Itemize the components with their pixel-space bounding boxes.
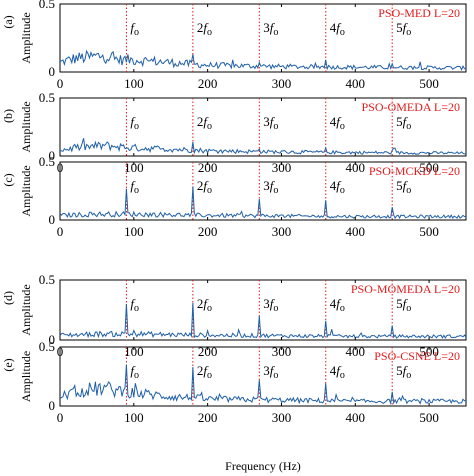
axes-frame <box>59 3 467 73</box>
x-tick-label: 400 <box>346 160 366 175</box>
x-tick-label: 500 <box>419 344 439 359</box>
harmonic-label: 2fo <box>197 114 212 132</box>
x-tick-label: 200 <box>198 410 218 425</box>
spectrum-line <box>59 138 467 155</box>
x-tick-label: 500 <box>419 224 439 239</box>
panel-letter: (e) <box>1 358 15 371</box>
panel-4: 0 100 200 300 400 50000.5Amplitude(d)PSO-MOME… <box>1 272 467 359</box>
harmonic-label: 3fo <box>263 296 278 314</box>
x-tick-label: 500 <box>419 160 439 175</box>
y-tick-label: 0.5 <box>39 339 55 354</box>
harmonic-label: fo <box>130 178 139 196</box>
harmonic-label: 4fo <box>330 296 345 314</box>
method-label: PSO-MOMEDA L=20 <box>351 282 460 296</box>
x-axis-label: Frequency (Hz) <box>225 459 301 473</box>
x-tick-label: 400 <box>346 76 366 91</box>
axes-frame <box>59 161 467 221</box>
y-axis-label: Amplitude <box>19 12 33 63</box>
x-tick-label: 400 <box>346 344 366 359</box>
method-label: PSO-MCKD L=20 <box>369 164 460 178</box>
harmonic-label: fo <box>130 114 139 132</box>
spectrum-line <box>59 186 467 220</box>
x-tick-label: 100 <box>124 224 144 239</box>
harmonic-label: 4fo <box>330 20 345 38</box>
method-label: PSO-OMEDA L=20 <box>362 100 460 114</box>
y-axis-label: Amplitude <box>19 165 33 216</box>
panel-letter: (c) <box>1 173 15 186</box>
y-axis-label: Amplitude <box>19 101 33 152</box>
y-axis-label: Amplitude <box>19 351 33 402</box>
x-tick-label: 300 <box>272 410 292 425</box>
y-tick-label: 0.5 <box>39 272 55 287</box>
x-tick-label: 200 <box>198 160 218 175</box>
harmonic-label: fo <box>130 20 139 38</box>
y-tick-label: 0 <box>49 332 56 347</box>
harmonic-label: 4fo <box>330 363 345 381</box>
y-tick-label: 0 <box>49 64 56 79</box>
axes-frame <box>59 97 467 157</box>
method-label: PSO-MED L=20 <box>378 6 460 20</box>
x-tick-label: 100 <box>124 344 144 359</box>
panel-5: 0 100 200 300 400 500 0 0.5 Amplitude (e) PSO-CSNE… <box>1 339 467 425</box>
axes-frame <box>59 279 467 341</box>
y-tick-label: 0 <box>49 148 56 163</box>
x-tick-label: 300 <box>272 224 292 239</box>
x-tick-label: 100 <box>124 410 144 425</box>
panel-letter: (d) <box>1 291 15 305</box>
harmonic-label: 5fo <box>396 363 411 381</box>
x-tick-label: 0 <box>57 76 64 91</box>
spectrum-line <box>59 49 467 71</box>
harmonic-label: 2fo <box>197 20 212 38</box>
harmonic-label: 5fo <box>396 178 411 196</box>
x-tick-label: 0 <box>57 224 64 239</box>
panel-letter: (b) <box>1 109 15 123</box>
x-tick-label: 200 <box>198 224 218 239</box>
spectrum-line <box>59 302 467 339</box>
x-tick-label: 400 <box>346 224 366 239</box>
harmonic-label: 3fo <box>263 178 278 196</box>
y-tick-label: 0 <box>49 398 56 413</box>
y-axis-label: Amplitude <box>19 284 33 335</box>
x-tick-label: 500 <box>419 76 439 91</box>
harmonic-label: 4fo <box>330 178 345 196</box>
harmonic-label: fo <box>130 296 139 314</box>
panel-1: 0 100 200 300 400 500 0 0.5 Amplitude (a) PSO-MED … <box>1 0 467 91</box>
harmonic-label: 5fo <box>396 20 411 38</box>
x-tick-label: 100 <box>124 76 144 91</box>
panel-2: 0 100 200 300 400 50000.5Amplitude(b)PSO-OMED… <box>1 90 467 175</box>
harmonic-label: 3fo <box>263 20 278 38</box>
harmonic-label: fo <box>130 363 139 381</box>
panel-letter: (a) <box>1 15 15 28</box>
harmonic-label: 3fo <box>263 363 278 381</box>
y-tick-label: 0.5 <box>39 154 55 169</box>
x-tick-label: 300 <box>272 344 292 359</box>
x-tick-label: 100 <box>124 160 144 175</box>
y-tick-label: 0.5 <box>39 90 55 105</box>
harmonic-label: 4fo <box>330 114 345 132</box>
method-label: PSO-CSNE L=20 <box>374 349 460 363</box>
x-tick-label: 200 <box>198 344 218 359</box>
harmonic-label: 2fo <box>197 363 212 381</box>
axes-frame <box>59 346 467 407</box>
x-tick-label: 400 <box>346 410 366 425</box>
harmonic-label: 2fo <box>197 296 212 314</box>
x-tick-label: 500 <box>419 410 439 425</box>
harmonic-label: 5fo <box>396 114 411 132</box>
panel-3: 0 100 200 300 400 500 0 0.5 Amplitude (c) PSO-MCKD… <box>1 154 467 239</box>
spectrum-line <box>59 364 466 406</box>
x-tick-label: 300 <box>272 76 292 91</box>
x-tick-label: 300 <box>272 160 292 175</box>
y-tick-label: 0.5 <box>39 0 55 11</box>
y-tick-label: 0 <box>49 212 56 227</box>
x-tick-label: 0 <box>57 410 64 425</box>
harmonic-label: 5fo <box>396 296 411 314</box>
harmonic-label: 3fo <box>263 114 278 132</box>
harmonic-label: 2fo <box>197 178 212 196</box>
x-tick-label: 200 <box>198 76 218 91</box>
